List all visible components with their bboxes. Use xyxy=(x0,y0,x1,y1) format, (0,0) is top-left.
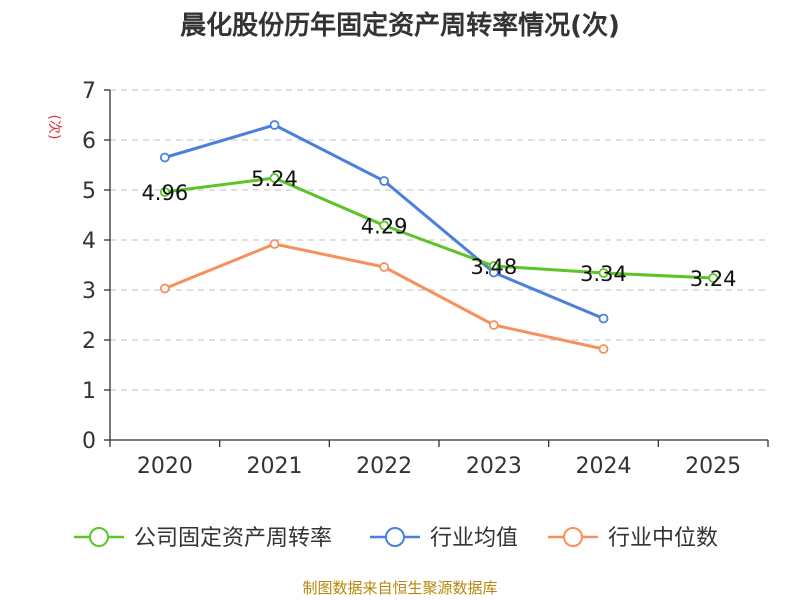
data-point-1 xyxy=(379,176,390,186)
y-axis-label: (次) xyxy=(46,115,62,140)
data-point-0 xyxy=(708,273,719,283)
data-point-0 xyxy=(379,220,390,231)
chart-title: 晨化股份历年固定资产周转率情况(次) xyxy=(180,10,620,41)
series-line-2 xyxy=(164,242,604,351)
y-tick-label: 2 xyxy=(82,329,96,354)
data-label: 3.24 xyxy=(690,267,737,291)
axes xyxy=(104,89,769,447)
data-label: 4.29 xyxy=(361,215,408,239)
data-point-0 xyxy=(488,261,499,271)
y-tick-label: 5 xyxy=(82,179,96,204)
x-tick-label: 2020 xyxy=(137,454,193,479)
x-tick-label: 2025 xyxy=(685,454,741,479)
y-tick-labels: 0 1 2 3 4 5 6 7 xyxy=(82,79,96,454)
grid-lines xyxy=(110,89,768,391)
x-tick-label: 2024 xyxy=(576,454,632,479)
x-tick-label: 2023 xyxy=(466,454,522,479)
series-layer xyxy=(159,120,719,354)
y-tick-label: 7 xyxy=(82,79,96,104)
legend-swatch-marker xyxy=(385,527,405,547)
legend-label: 行业中位数 xyxy=(608,526,718,551)
legend-swatch-marker xyxy=(89,527,109,547)
legend-item-1[interactable]: 行业均值 xyxy=(370,526,518,551)
data-label: 3.34 xyxy=(580,262,627,286)
legend-label: 行业均值 xyxy=(430,526,518,551)
data-label: 4.96 xyxy=(141,181,188,205)
data-point-1 xyxy=(159,152,170,163)
source-note: 制图数据来自恒生聚源数据库 xyxy=(302,579,497,597)
legend-swatch-marker xyxy=(563,527,583,547)
data-point-0 xyxy=(269,173,280,183)
data-point-2 xyxy=(159,283,170,294)
data-point-0 xyxy=(159,187,170,197)
x-tick-labels: 2020 2021 2022 2023 2024 2025 xyxy=(137,454,741,479)
y-tick-label: 4 xyxy=(82,229,96,254)
data-labels: 4.96 5.24 4.29 3.48 3.34 3.24 xyxy=(141,167,736,291)
legend-item-0[interactable]: 公司固定资产周转率 xyxy=(74,526,332,551)
series-line-0 xyxy=(164,176,714,280)
data-point-1 xyxy=(598,313,609,324)
data-point-2 xyxy=(379,262,390,272)
y-tick-label: 3 xyxy=(82,279,96,304)
data-label: 5.24 xyxy=(251,167,298,191)
legend-label: 公司固定资产周转率 xyxy=(134,526,332,551)
data-label: 3.48 xyxy=(470,255,517,279)
data-point-2 xyxy=(488,320,499,330)
y-tick-label: 6 xyxy=(82,129,96,154)
data-point-0 xyxy=(598,268,609,278)
y-tick-label: 0 xyxy=(82,429,96,454)
data-point-2 xyxy=(598,344,609,354)
data-point-2 xyxy=(269,239,280,249)
legend-item-2[interactable]: 行业中位数 xyxy=(548,526,718,551)
x-tick-label: 2022 xyxy=(356,454,412,479)
data-point-1 xyxy=(269,120,280,130)
legend[interactable]: 公司固定资产周转率 行业均值 行业中位数 xyxy=(74,526,718,551)
y-tick-label: 1 xyxy=(82,379,96,404)
x-tick-label: 2021 xyxy=(247,454,303,479)
